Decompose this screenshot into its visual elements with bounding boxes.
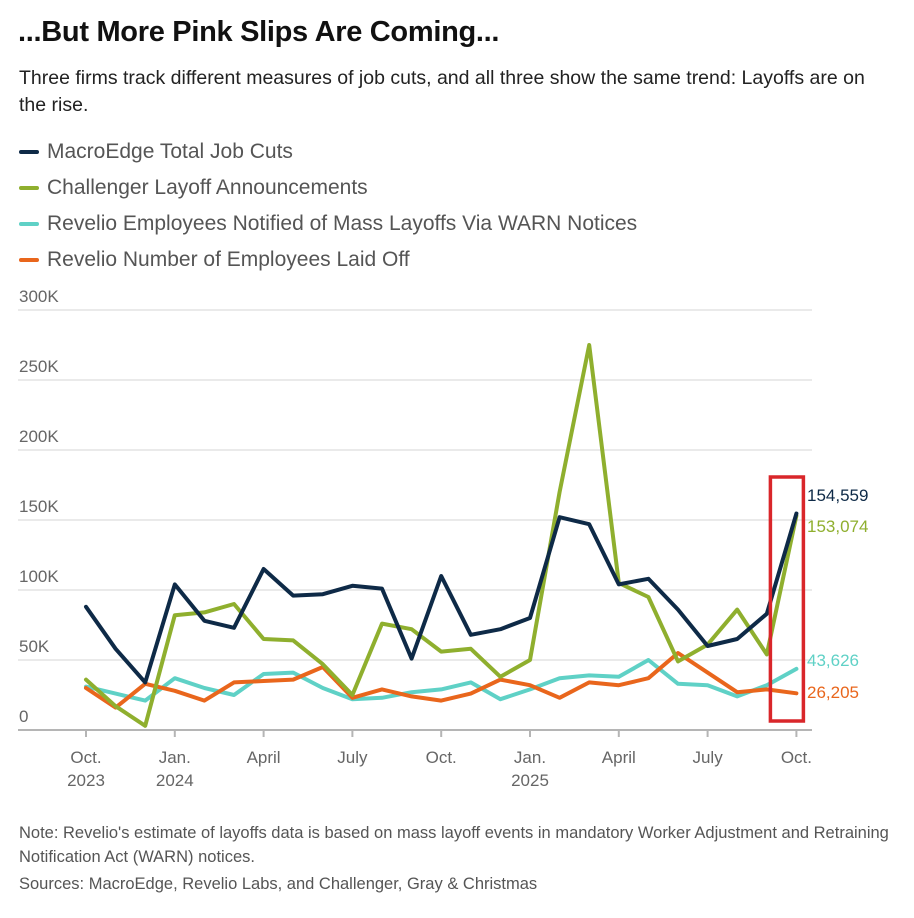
y-tick-label: 250K	[19, 357, 59, 376]
x-tick-year-label: 2023	[67, 771, 105, 790]
legend-swatch-warn	[19, 222, 39, 226]
series-line-warn	[84, 658, 799, 703]
x-tick-label: July	[692, 748, 723, 767]
chart-note: Note: Revelio's estimate of layoffs data…	[19, 824, 889, 866]
x-tick-year-label: 2024	[156, 771, 194, 790]
highlight-box	[768, 475, 806, 723]
end-value-label-warn: 43,626	[807, 651, 859, 670]
y-tick-label: 50K	[19, 637, 50, 656]
y-tick-label: 100K	[19, 567, 59, 586]
end-value-label-challenger: 153,074	[807, 517, 868, 536]
x-tick-year-label: 2025	[511, 771, 549, 790]
y-tick-label: 200K	[19, 427, 59, 446]
series-line-macroedge	[84, 511, 799, 685]
legend-label-laidoff: Revelio Number of Employees Laid Off	[47, 248, 410, 271]
chart-subtitle: Three firms track different measures of …	[19, 67, 865, 116]
legend-label-challenger: Challenger Layoff Announcements	[47, 176, 368, 199]
x-tick-label: Oct.	[70, 748, 101, 767]
x-tick-label: Jan.	[514, 748, 546, 767]
legend-swatch-laidoff	[19, 258, 39, 262]
legend-label-macroedge: MacroEdge Total Job Cuts	[47, 140, 293, 163]
y-tick-label: 300K	[19, 287, 59, 306]
end-value-label-macroedge: 154,559	[807, 486, 868, 505]
legend-item-laidoff: Revelio Number of Employees Laid Off	[19, 242, 637, 278]
x-tick-label: April	[602, 748, 636, 767]
series-line-challenger	[84, 343, 799, 728]
legend-swatch-macroedge	[19, 150, 39, 154]
x-tick-label: Jan.	[159, 748, 191, 767]
chart-source: Sources: MacroEdge, Revelio Labs, and Ch…	[19, 875, 538, 893]
legend-item-warn: Revelio Employees Notified of Mass Layof…	[19, 206, 637, 242]
legend-swatch-challenger	[19, 186, 39, 190]
x-tick-label: July	[337, 748, 368, 767]
end-value-label-laidoff: 26,205	[807, 683, 859, 702]
legend-label-warn: Revelio Employees Notified of Mass Layof…	[47, 212, 638, 235]
legend-item-macroedge: MacroEdge Total Job Cuts	[19, 134, 637, 170]
x-tick-label: Oct.	[781, 748, 812, 767]
x-tick-label: Oct.	[426, 748, 457, 767]
x-tick-label: April	[247, 748, 281, 767]
legend: MacroEdge Total Job Cuts Challenger Layo…	[19, 134, 637, 278]
legend-item-challenger: Challenger Layoff Announcements	[19, 170, 637, 206]
line-chart: 300K 250K 200K 150K 100K 50K 0 Oct. 2023 Jan. 2024…	[18, 287, 868, 790]
chart-title: ...But More Pink Slips Are Coming...	[18, 16, 500, 48]
y-tick-label: 150K	[19, 497, 59, 516]
series-line-laidoff	[84, 651, 799, 710]
y-tick-label: 0	[19, 707, 28, 726]
